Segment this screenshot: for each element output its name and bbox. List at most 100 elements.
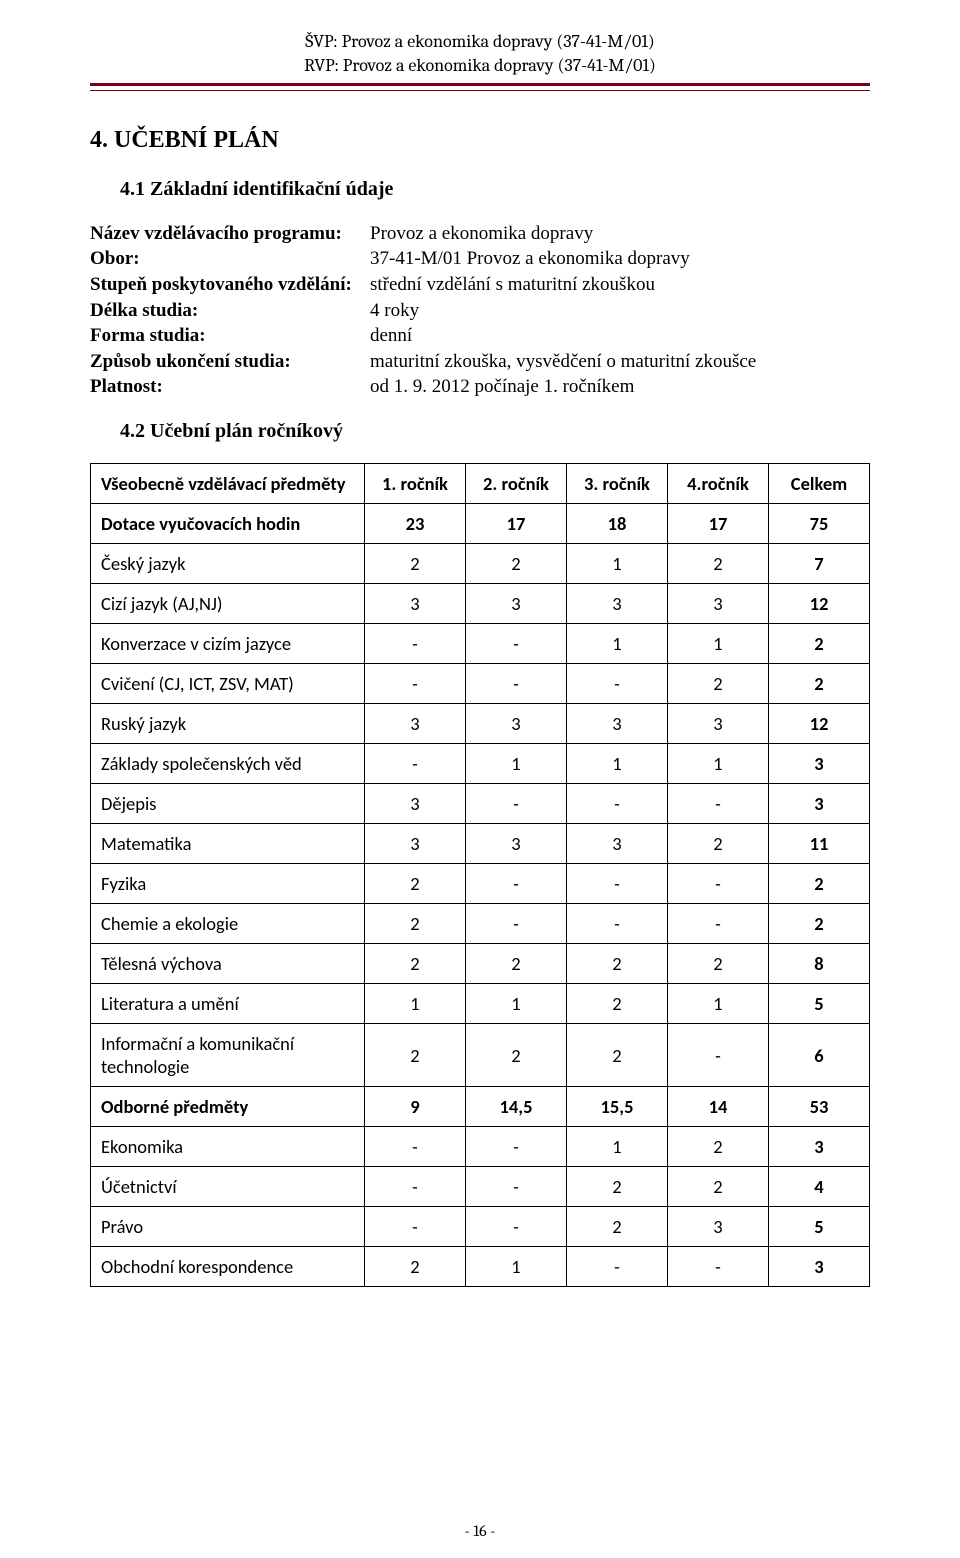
table-row: Chemie a ekologie2---2 (91, 904, 870, 944)
value-cell: - (466, 664, 567, 704)
value-cell: - (668, 904, 769, 944)
value-cell: - (466, 784, 567, 824)
meta-label: Způsob ukončení studia: (90, 349, 370, 375)
col-header-year1: 1. ročník (365, 464, 466, 504)
value-cell: - (466, 904, 567, 944)
table-row: Dotace vyučovacích hodin2317181775 (91, 504, 870, 544)
value-cell: 2 (668, 944, 769, 984)
value-cell: 2 (668, 824, 769, 864)
total-cell: 3 (769, 1127, 870, 1167)
meta-label: Obor: (90, 246, 370, 272)
table-header-row: Všeobecně vzdělávací předměty 1. ročník … (91, 464, 870, 504)
meta-row: Způsob ukončení studia: maturitní zkoušk… (90, 349, 870, 375)
table-body: Dotace vyučovacích hodin2317181775Český … (91, 504, 870, 1287)
total-cell: 53 (769, 1087, 870, 1127)
value-cell: 2 (668, 1127, 769, 1167)
subject-cell: Tělesná výchova (91, 944, 365, 984)
value-cell: - (466, 864, 567, 904)
total-cell: 7 (769, 544, 870, 584)
value-cell: - (365, 1127, 466, 1167)
total-cell: 8 (769, 944, 870, 984)
header-line-1: ŠVP: Provoz a ekonomika dopravy (37-41-M… (90, 30, 870, 54)
table-row: Český jazyk22127 (91, 544, 870, 584)
value-cell: 3 (466, 704, 567, 744)
total-cell: 4 (769, 1167, 870, 1207)
value-cell: 14,5 (466, 1087, 567, 1127)
subject-cell: Český jazyk (91, 544, 365, 584)
subject-cell: Konverzace v cizím jazyce (91, 624, 365, 664)
page-number: - 16 - (0, 1522, 960, 1540)
total-cell: 3 (769, 744, 870, 784)
total-cell: 6 (769, 1024, 870, 1087)
value-cell: - (466, 1167, 567, 1207)
meta-row: Název vzdělávacího programu: Provoz a ek… (90, 221, 870, 247)
table-row: Informační a komunikační technologie222-… (91, 1024, 870, 1087)
value-cell: 3 (365, 784, 466, 824)
page-header: ŠVP: Provoz a ekonomika dopravy (37-41-M… (90, 30, 870, 79)
value-cell: - (365, 1207, 466, 1247)
subject-cell: Cvičení (CJ, ICT, ZSV, MAT) (91, 664, 365, 704)
subsection-2-title: 4.2 Učební plán ročníkový (120, 420, 870, 443)
value-cell: 9 (365, 1087, 466, 1127)
meta-label: Stupeň poskytovaného vzdělání: (90, 272, 370, 298)
meta-label: Délka studia: (90, 298, 370, 324)
value-cell: 17 (466, 504, 567, 544)
value-cell: 15,5 (567, 1087, 668, 1127)
total-cell: 11 (769, 824, 870, 864)
subject-cell: Odborné předměty (91, 1087, 365, 1127)
subject-cell: Účetnictví (91, 1167, 365, 1207)
col-header-year3: 3. ročník (567, 464, 668, 504)
subject-cell: Informační a komunikační technologie (91, 1024, 365, 1087)
value-cell: - (668, 1024, 769, 1087)
table-row: Cizí jazyk (AJ,NJ)333312 (91, 584, 870, 624)
subject-cell: Fyzika (91, 864, 365, 904)
total-cell: 75 (769, 504, 870, 544)
value-cell: - (365, 1167, 466, 1207)
subsection-1-title: 4.1 Základní identifikační údaje (120, 178, 870, 201)
value-cell: 2 (365, 944, 466, 984)
total-cell: 12 (769, 584, 870, 624)
total-cell: 2 (769, 864, 870, 904)
meta-row: Platnost: od 1. 9. 2012 počínaje 1. ročn… (90, 374, 870, 400)
subject-cell: Chemie a ekologie (91, 904, 365, 944)
meta-value: od 1. 9. 2012 počínaje 1. ročníkem (370, 374, 870, 400)
subject-cell: Cizí jazyk (AJ,NJ) (91, 584, 365, 624)
header-line-2: RVP: Provoz a ekonomika dopravy (37-41-M… (90, 54, 870, 78)
table-row: Základy společenských věd-1113 (91, 744, 870, 784)
value-cell: 3 (365, 584, 466, 624)
value-cell: 17 (668, 504, 769, 544)
value-cell: 2 (365, 1247, 466, 1287)
value-cell: 2 (365, 904, 466, 944)
value-cell: 1 (567, 544, 668, 584)
value-cell: 23 (365, 504, 466, 544)
value-cell: 3 (668, 584, 769, 624)
value-cell: 1 (668, 624, 769, 664)
value-cell: - (668, 1247, 769, 1287)
value-cell: - (567, 904, 668, 944)
table-row: Cvičení (CJ, ICT, ZSV, MAT)---22 (91, 664, 870, 704)
value-cell: 2 (567, 1167, 668, 1207)
subject-cell: Dějepis (91, 784, 365, 824)
meta-value: maturitní zkouška, vysvědčení o maturitn… (370, 349, 870, 375)
table-row: Matematika333211 (91, 824, 870, 864)
total-cell: 3 (769, 784, 870, 824)
meta-value: 4 roky (370, 298, 870, 324)
value-cell: 3 (567, 824, 668, 864)
table-row: Obchodní korespondence21--3 (91, 1247, 870, 1287)
subject-cell: Matematika (91, 824, 365, 864)
total-cell: 2 (769, 904, 870, 944)
value-cell: - (668, 784, 769, 824)
value-cell: 2 (567, 1207, 668, 1247)
col-header-total: Celkem (769, 464, 870, 504)
total-cell: 5 (769, 1207, 870, 1247)
meta-row: Obor: 37-41-M/01 Provoz a ekonomika dopr… (90, 246, 870, 272)
subject-cell: Dotace vyučovacích hodin (91, 504, 365, 544)
value-cell: 1 (466, 1247, 567, 1287)
value-cell: 3 (668, 704, 769, 744)
subject-cell: Obchodní korespondence (91, 1247, 365, 1287)
value-cell: 1 (466, 744, 567, 784)
meta-row: Délka studia: 4 roky (90, 298, 870, 324)
value-cell: 3 (567, 704, 668, 744)
total-cell: 12 (769, 704, 870, 744)
table-row: Tělesná výchova22228 (91, 944, 870, 984)
